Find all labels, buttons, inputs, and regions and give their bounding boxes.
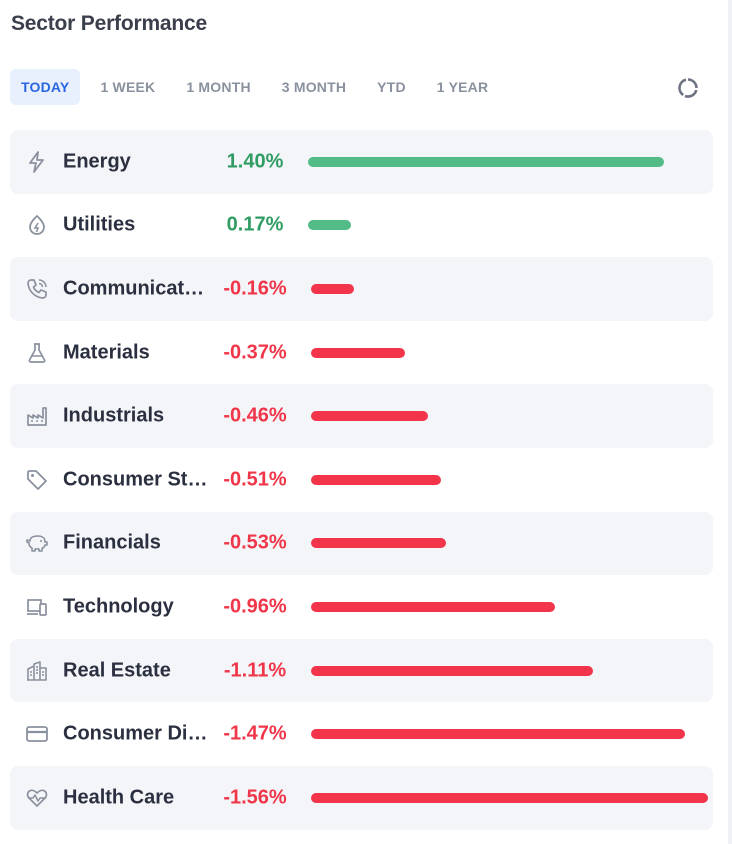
sector-name: Real Estate [63,659,171,682]
sector-change: 1.40% [226,150,284,173]
sector-row-technology[interactable]: Technology -0.96% [10,575,713,639]
sector-name: Consumer St… [63,468,208,491]
sector-row-communicat[interactable]: Communicat… -0.16% [10,257,713,321]
sector-bar [311,411,428,422]
widget-title: Sector Performance [11,12,207,35]
tab-3-month[interactable]: 3 MONTH [281,79,347,95]
sector-bar [311,601,555,612]
sector-change: -0.46% [223,404,287,427]
sector-row-consumer-di[interactable]: Consumer Di… -1.47% [10,702,713,766]
phone-icon [24,276,50,302]
sector-change: -1.11% [223,659,287,682]
sector-change: -0.37% [223,341,287,364]
factory-icon [24,403,50,429]
donut-chart-icon [677,77,699,99]
flask-icon [24,340,50,366]
sector-row-financials[interactable]: Financials -0.53% [10,511,713,576]
buildings-icon [24,658,50,684]
sector-name: Materials [63,341,150,364]
sector-row-energy[interactable]: Energy 1.40% [10,130,713,194]
tab-ytd[interactable]: YTD [377,79,406,95]
sector-change: -1.47% [223,722,287,745]
timeframe-tabs: TODAY 1 WEEK 1 MONTH 3 MONTH YTD 1 YEAR [10,69,508,105]
sector-bar [308,156,664,167]
sector-row-health-care[interactable]: Health Care -1.56% [10,765,713,830]
sector-change: -0.53% [223,531,287,554]
sector-bar [311,474,441,485]
tab-1-year[interactable]: 1 YEAR [436,79,489,95]
credit-card-icon [24,721,50,747]
sector-name: Technology [63,595,174,618]
sector-bar [311,347,405,358]
flame-icon [24,212,50,238]
sector-change: -0.96% [223,595,287,618]
sector-name: Energy [63,150,131,173]
sector-bar [308,220,351,231]
sector-bar [311,283,354,294]
sector-bar [311,538,446,549]
panel-border [728,0,732,844]
sector-list: Energy 1.40% Utilities 0.17% Communicat… -0.1… [10,130,713,830]
sector-row-consumer-st[interactable]: Consumer St… -0.51% [10,448,713,512]
sector-change: -0.51% [223,468,287,491]
sector-row-utilities[interactable]: Utilities 0.17% [10,194,713,258]
sector-bar [311,665,593,676]
sector-name: Consumer Di… [63,722,208,745]
sector-bar [311,792,708,803]
sector-row-real-estate[interactable]: Real Estate -1.11% [10,638,713,703]
sector-change: -0.16% [223,277,287,300]
sector-name: Financials [63,531,161,554]
tab-today[interactable]: TODAY [10,69,81,105]
sector-name: Utilities [63,213,136,236]
sector-name: Industrials [63,404,165,427]
sector-row-industrials[interactable]: Industrials -0.46% [10,384,713,448]
sector-row-materials[interactable]: Materials -0.37% [10,321,713,385]
donut-view-button[interactable] [664,64,712,112]
sector-bar [311,729,685,740]
sector-change: -1.56% [223,786,287,809]
sector-name: Communicat… [63,277,205,300]
heart-pulse-icon [24,785,50,811]
piggy-bank-icon [24,530,50,556]
tag-icon [24,467,50,493]
sector-name: Health Care [63,786,175,809]
bolt-icon [24,149,50,175]
tab-1-month[interactable]: 1 MONTH [186,79,251,95]
tab-1-week[interactable]: 1 WEEK [100,79,156,95]
sector-change: 0.17% [226,213,284,236]
devices-icon [24,594,50,620]
